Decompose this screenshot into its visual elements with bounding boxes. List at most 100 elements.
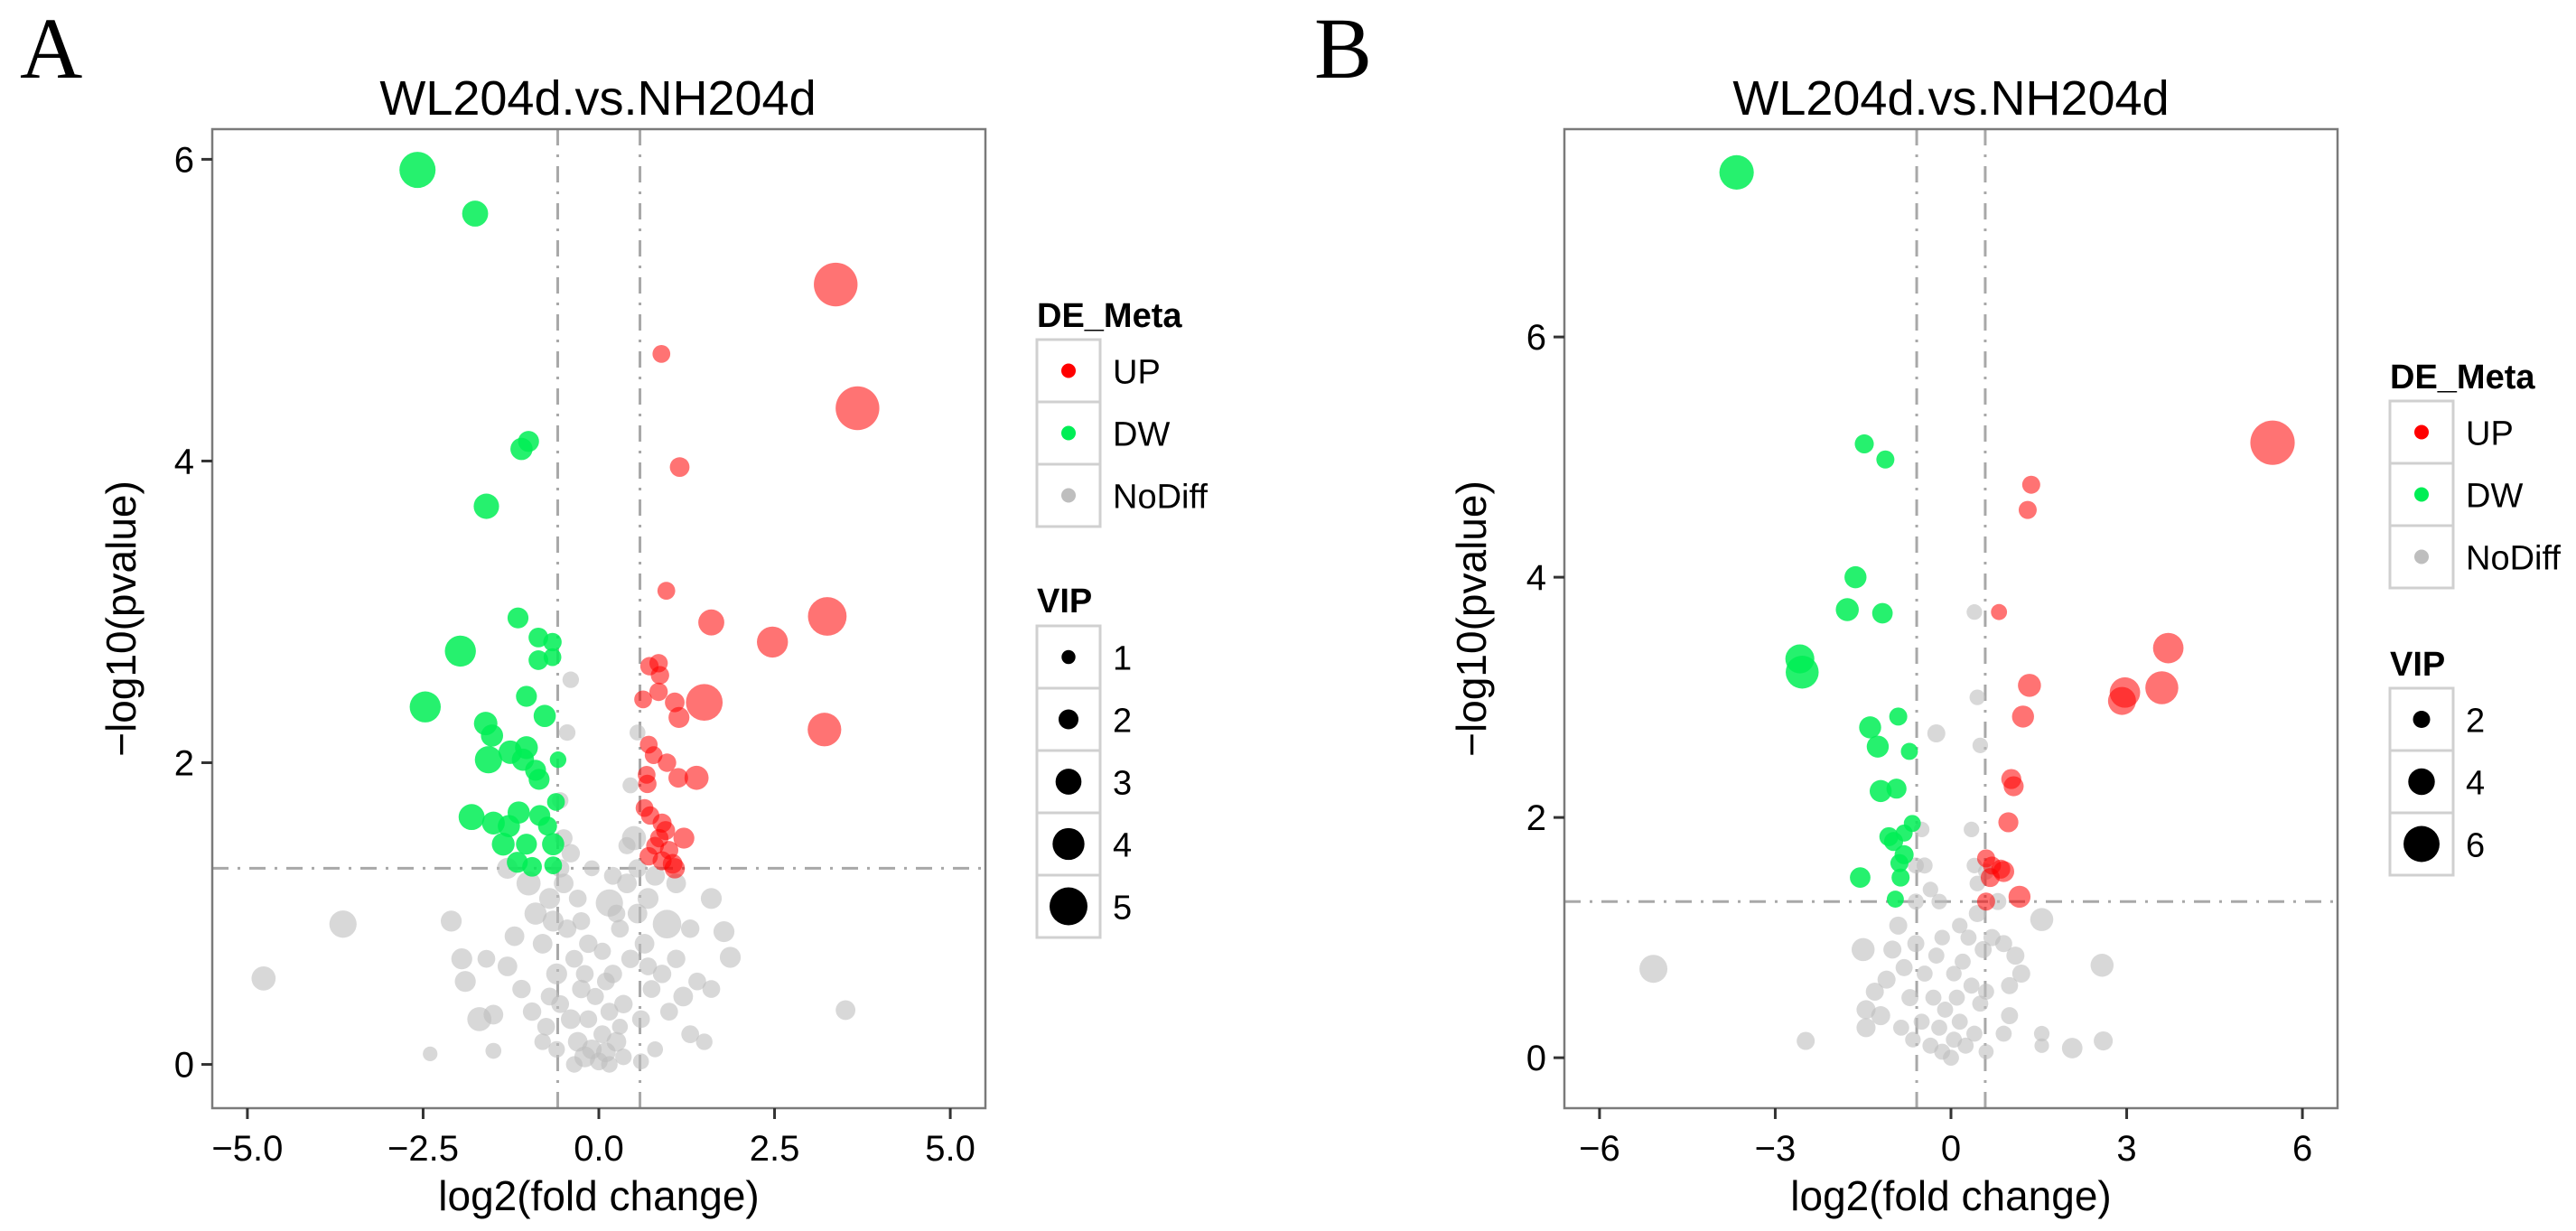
data-point-nodiff bbox=[611, 1019, 629, 1035]
legend-label: 2 bbox=[1113, 703, 1132, 741]
data-point-nodiff bbox=[1960, 929, 1977, 947]
data-point-nodiff bbox=[1952, 918, 1968, 934]
data-point-up bbox=[2008, 885, 2031, 909]
x-tick-label: −5.0 bbox=[211, 1129, 283, 1169]
panel-letter-b: B bbox=[1314, 0, 1372, 97]
legend-key-box bbox=[1035, 873, 1102, 939]
series-nodiff bbox=[1639, 604, 2114, 1067]
legend-label: 2 bbox=[2466, 703, 2485, 741]
data-point-nodiff bbox=[454, 971, 476, 993]
data-point-dw bbox=[1844, 565, 1867, 589]
data-point-nodiff bbox=[1927, 947, 1945, 964]
series-dw bbox=[399, 152, 567, 877]
legend-label: UP bbox=[2466, 415, 2514, 453]
data-point-nodiff bbox=[565, 949, 583, 968]
y-axis-label: −log10(pvalue) bbox=[98, 480, 145, 757]
data-point-nodiff bbox=[1963, 977, 1980, 994]
data-point-dw bbox=[473, 493, 499, 519]
data-point-nodiff bbox=[627, 903, 648, 924]
legend-title: VIP bbox=[1037, 583, 1092, 620]
data-point-nodiff bbox=[497, 956, 518, 976]
data-point-nodiff bbox=[1995, 1025, 2012, 1042]
legend-label: DW bbox=[2466, 478, 2523, 516]
data-point-nodiff bbox=[1937, 1002, 1954, 1018]
data-point-nodiff bbox=[615, 1049, 632, 1066]
data-point-up bbox=[673, 827, 695, 849]
data-point-nodiff bbox=[632, 1053, 649, 1070]
data-point-up bbox=[2003, 776, 2024, 797]
data-point-nodiff bbox=[639, 957, 658, 975]
data-point-nodiff bbox=[1955, 953, 1971, 970]
plot-background bbox=[212, 129, 985, 1108]
x-tick-label: 3 bbox=[2116, 1129, 2136, 1169]
data-point-dw bbox=[1876, 450, 1895, 469]
data-point-dw bbox=[458, 804, 485, 831]
data-point-nodiff bbox=[1972, 995, 1989, 1012]
x-axis-label: log2(fold change) bbox=[438, 1172, 759, 1219]
data-point-up bbox=[684, 765, 709, 790]
data-point-nodiff bbox=[618, 836, 636, 854]
data-point-nodiff bbox=[586, 987, 604, 1005]
data-point-nodiff bbox=[1966, 1025, 1983, 1042]
data-point-nodiff bbox=[2001, 976, 2019, 994]
legend-size-swatch bbox=[2403, 825, 2440, 863]
data-point-nodiff bbox=[2094, 1030, 2114, 1051]
data-point-dw bbox=[1886, 891, 1904, 909]
data-point-dw bbox=[549, 751, 567, 769]
legend-label: 3 bbox=[1113, 765, 1132, 803]
data-point-nodiff bbox=[1978, 1044, 1994, 1059]
data-point-nodiff bbox=[601, 1056, 618, 1073]
data-point-up bbox=[807, 713, 842, 747]
data-point-nodiff bbox=[713, 920, 735, 943]
data-point-up bbox=[668, 768, 688, 788]
data-point-dw bbox=[399, 152, 436, 189]
data-point-up bbox=[1998, 812, 2019, 833]
data-point-nodiff bbox=[1948, 989, 1965, 1006]
data-point-up bbox=[2021, 475, 2040, 494]
plot-title: WL204d.vs.NH204d bbox=[379, 71, 816, 126]
data-point-nodiff bbox=[1913, 1013, 1930, 1030]
data-point-up bbox=[658, 753, 677, 772]
data-point-nodiff bbox=[659, 1003, 678, 1021]
legend-label: 6 bbox=[2466, 827, 2485, 865]
data-point-nodiff bbox=[1871, 1006, 1890, 1026]
legend-vip: VIP 2 4 6 bbox=[2388, 646, 2485, 877]
data-point-nodiff bbox=[614, 994, 633, 1013]
y-tick-label: 0 bbox=[174, 1046, 194, 1086]
data-point-nodiff bbox=[560, 1009, 581, 1030]
data-point-up bbox=[2011, 705, 2034, 728]
legend-label: 1 bbox=[1113, 640, 1132, 678]
data-point-nodiff bbox=[1978, 984, 1994, 1000]
data-point-dw bbox=[1859, 716, 1881, 739]
data-point-dw bbox=[1889, 707, 1908, 726]
data-point-dw bbox=[491, 833, 515, 856]
data-point-nodiff bbox=[579, 1010, 598, 1029]
legend-swatch-up bbox=[1061, 363, 1076, 378]
data-point-dw bbox=[543, 632, 562, 652]
data-point-nodiff bbox=[631, 1010, 650, 1029]
series-up bbox=[634, 262, 880, 879]
data-point-dw bbox=[444, 635, 476, 667]
data-point-nodiff bbox=[1931, 893, 1947, 909]
data-point-nodiff bbox=[673, 986, 694, 1007]
data-point-nodiff bbox=[1639, 955, 1668, 984]
data-point-nodiff bbox=[1856, 1018, 1876, 1038]
legend-size-swatch bbox=[2408, 768, 2435, 796]
legend-title: VIP bbox=[2390, 646, 2445, 684]
data-point-up bbox=[652, 345, 671, 363]
data-point-nodiff bbox=[477, 949, 496, 968]
data-point-nodiff bbox=[596, 972, 615, 991]
data-point-dw bbox=[516, 685, 537, 707]
data-point-nodiff bbox=[630, 724, 646, 741]
data-point-dw bbox=[510, 437, 533, 461]
data-point-dw bbox=[409, 691, 441, 723]
data-point-up bbox=[814, 262, 858, 307]
y-tick-label: 4 bbox=[174, 442, 194, 481]
data-point-up bbox=[659, 841, 679, 860]
data-point-nodiff bbox=[2061, 1038, 2083, 1058]
data-point-up bbox=[664, 858, 686, 879]
data-point-nodiff bbox=[600, 1003, 619, 1021]
data-point-nodiff bbox=[1966, 604, 1983, 620]
x-tick-label: −3 bbox=[1755, 1129, 1797, 1169]
x-tick-label: 0.0 bbox=[574, 1129, 624, 1169]
